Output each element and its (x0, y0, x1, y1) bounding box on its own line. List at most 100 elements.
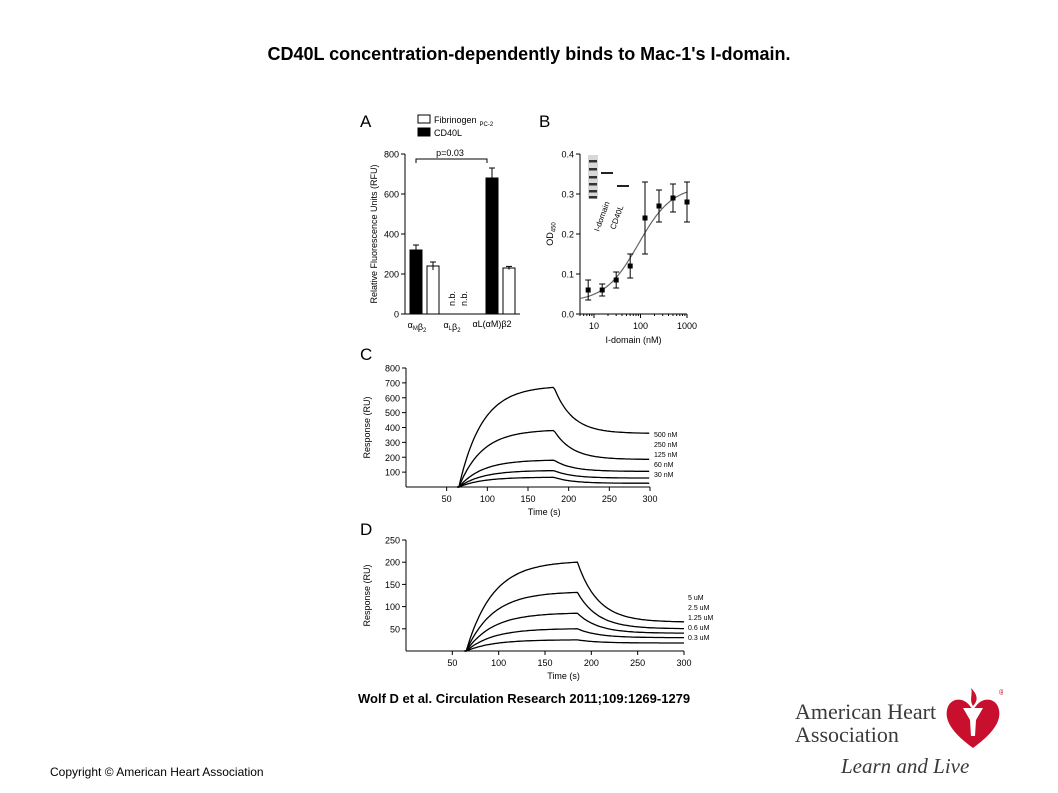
series-label: 30 nM (654, 472, 674, 479)
x-tick-label: 250 (630, 658, 645, 668)
inset-blot-band (589, 196, 597, 199)
legend-swatch (417, 114, 431, 124)
series-line (457, 469, 650, 488)
y-tick-label: 600 (385, 393, 400, 403)
data-point (627, 263, 633, 269)
y-tick-label: 600 (384, 190, 399, 200)
y-tick-label: 400 (384, 230, 399, 240)
panel-b: B 0.0 0.1 0.2 0.3 0.4 10 100 1000 I-domain (nM) OD… (539, 112, 697, 345)
series-label: 60 nM (654, 462, 674, 469)
aha-logo: American Heart Association Learn and Liv… (795, 686, 1015, 781)
y-tick-label: 150 (385, 580, 400, 590)
series-line (457, 476, 650, 488)
y-tick-label: 200 (384, 270, 399, 280)
panel-a: A 0 200 400 600 800 Relative Fluorescence Unit… (360, 112, 520, 334)
panel-d: D 50 100 150 200 250 50 100 150 200 250 300 Time (s)… (360, 520, 713, 681)
x-tick-label: 300 (642, 494, 657, 504)
significance-label: p=0.03 (436, 148, 464, 158)
slide-title: CD40L concentration-dependently binds to… (267, 44, 791, 64)
y-tick-label: 0.0 (561, 310, 574, 320)
y-tick-label: 800 (385, 364, 400, 374)
data-point (670, 195, 676, 201)
y-tick-label: 100 (385, 468, 400, 478)
x-tick-label: 200 (584, 658, 599, 668)
x-axis-label: I-domain (nM) (605, 335, 661, 345)
x-tick-label: 300 (676, 658, 691, 668)
logo-registered-mark: ® (999, 688, 1003, 697)
heart-torch-icon: ® (946, 688, 1003, 748)
y-tick-label: 250 (385, 536, 400, 546)
inset-blot-band (589, 160, 597, 163)
not-bound-label: n.b. (447, 291, 457, 306)
x-tick-label: 100 (480, 494, 495, 504)
panel-label: C (360, 345, 372, 364)
x-tick-label: 50 (447, 658, 457, 668)
y-tick-label: 100 (385, 602, 400, 612)
x-tick-label: 150 (537, 658, 552, 668)
inset-blot-band (589, 176, 597, 179)
series-label: 1.25 uM (688, 615, 713, 622)
data-point (599, 287, 605, 293)
logo-tagline: Learn and Live (841, 754, 970, 778)
x-tick-label: 250 (602, 494, 617, 504)
not-bound-label: n.b. (459, 291, 469, 306)
fit-curve (579, 191, 688, 300)
significance-bracket (415, 158, 488, 163)
series-label: 5 uM (688, 595, 704, 602)
x-axis-label: Time (s) (528, 507, 561, 517)
y-axis-label: Relative Fluorescence Units (RFU) (369, 164, 379, 303)
y-axis-label: Response (RU) (362, 564, 372, 626)
x-tick-label: 200 (561, 494, 576, 504)
x-tick-label: 150 (520, 494, 535, 504)
bar (502, 267, 516, 315)
bar (485, 177, 499, 315)
y-tick-label: 0.2 (561, 230, 574, 240)
y-tick-label: 50 (390, 624, 400, 634)
y-tick-label: 300 (385, 438, 400, 448)
data-point (613, 277, 619, 283)
data-point (656, 203, 662, 209)
series-line (464, 612, 684, 652)
y-tick-label: 0.1 (561, 270, 574, 280)
x-tick-label: 10 (589, 321, 599, 331)
series-line (464, 561, 684, 652)
series-label: 125 nM (654, 452, 678, 459)
y-tick-label: 500 (385, 408, 400, 418)
copyright-notice: Copyright © American Heart Association (50, 765, 264, 779)
series-label: 250 nM (654, 442, 678, 449)
bar (409, 249, 423, 315)
series-line (457, 386, 650, 488)
logo-line-1: American Heart (795, 699, 937, 724)
series-label: 2.5 uM (688, 605, 710, 612)
series-line (457, 429, 650, 488)
panel-label: D (360, 520, 372, 539)
series-line (464, 628, 684, 652)
x-tick-label: 50 (442, 494, 452, 504)
inset-blot-band (589, 190, 597, 193)
legend-label: Fibrinogen PC-2 (434, 115, 494, 128)
data-point (642, 215, 648, 221)
y-tick-label: 700 (385, 378, 400, 388)
data-point (684, 199, 690, 205)
series-label: 0.3 uM (688, 635, 710, 642)
logo-line-2: Association (795, 722, 899, 747)
series-line (457, 459, 650, 488)
y-tick-label: 0.4 (561, 150, 574, 160)
y-tick-label: 0 (394, 310, 399, 320)
data-point (585, 287, 591, 293)
inset-blot-band (589, 168, 597, 171)
inset-label: CD40L (608, 204, 625, 231)
inset-blot-band (601, 172, 613, 174)
y-axis-label: Response (RU) (362, 396, 372, 458)
inset-blot-band (617, 185, 629, 187)
legend-swatch (417, 127, 431, 137)
series-label: 500 nM (654, 432, 678, 439)
x-tick-label: 100 (633, 321, 648, 331)
series-label: 0.6 uM (688, 625, 710, 632)
y-axis-label: OD450 (545, 222, 557, 246)
inset-blot-band (589, 183, 597, 186)
x-tick-label: 1000 (677, 321, 697, 331)
y-tick-label: 200 (385, 558, 400, 568)
y-tick-label: 800 (384, 150, 399, 160)
